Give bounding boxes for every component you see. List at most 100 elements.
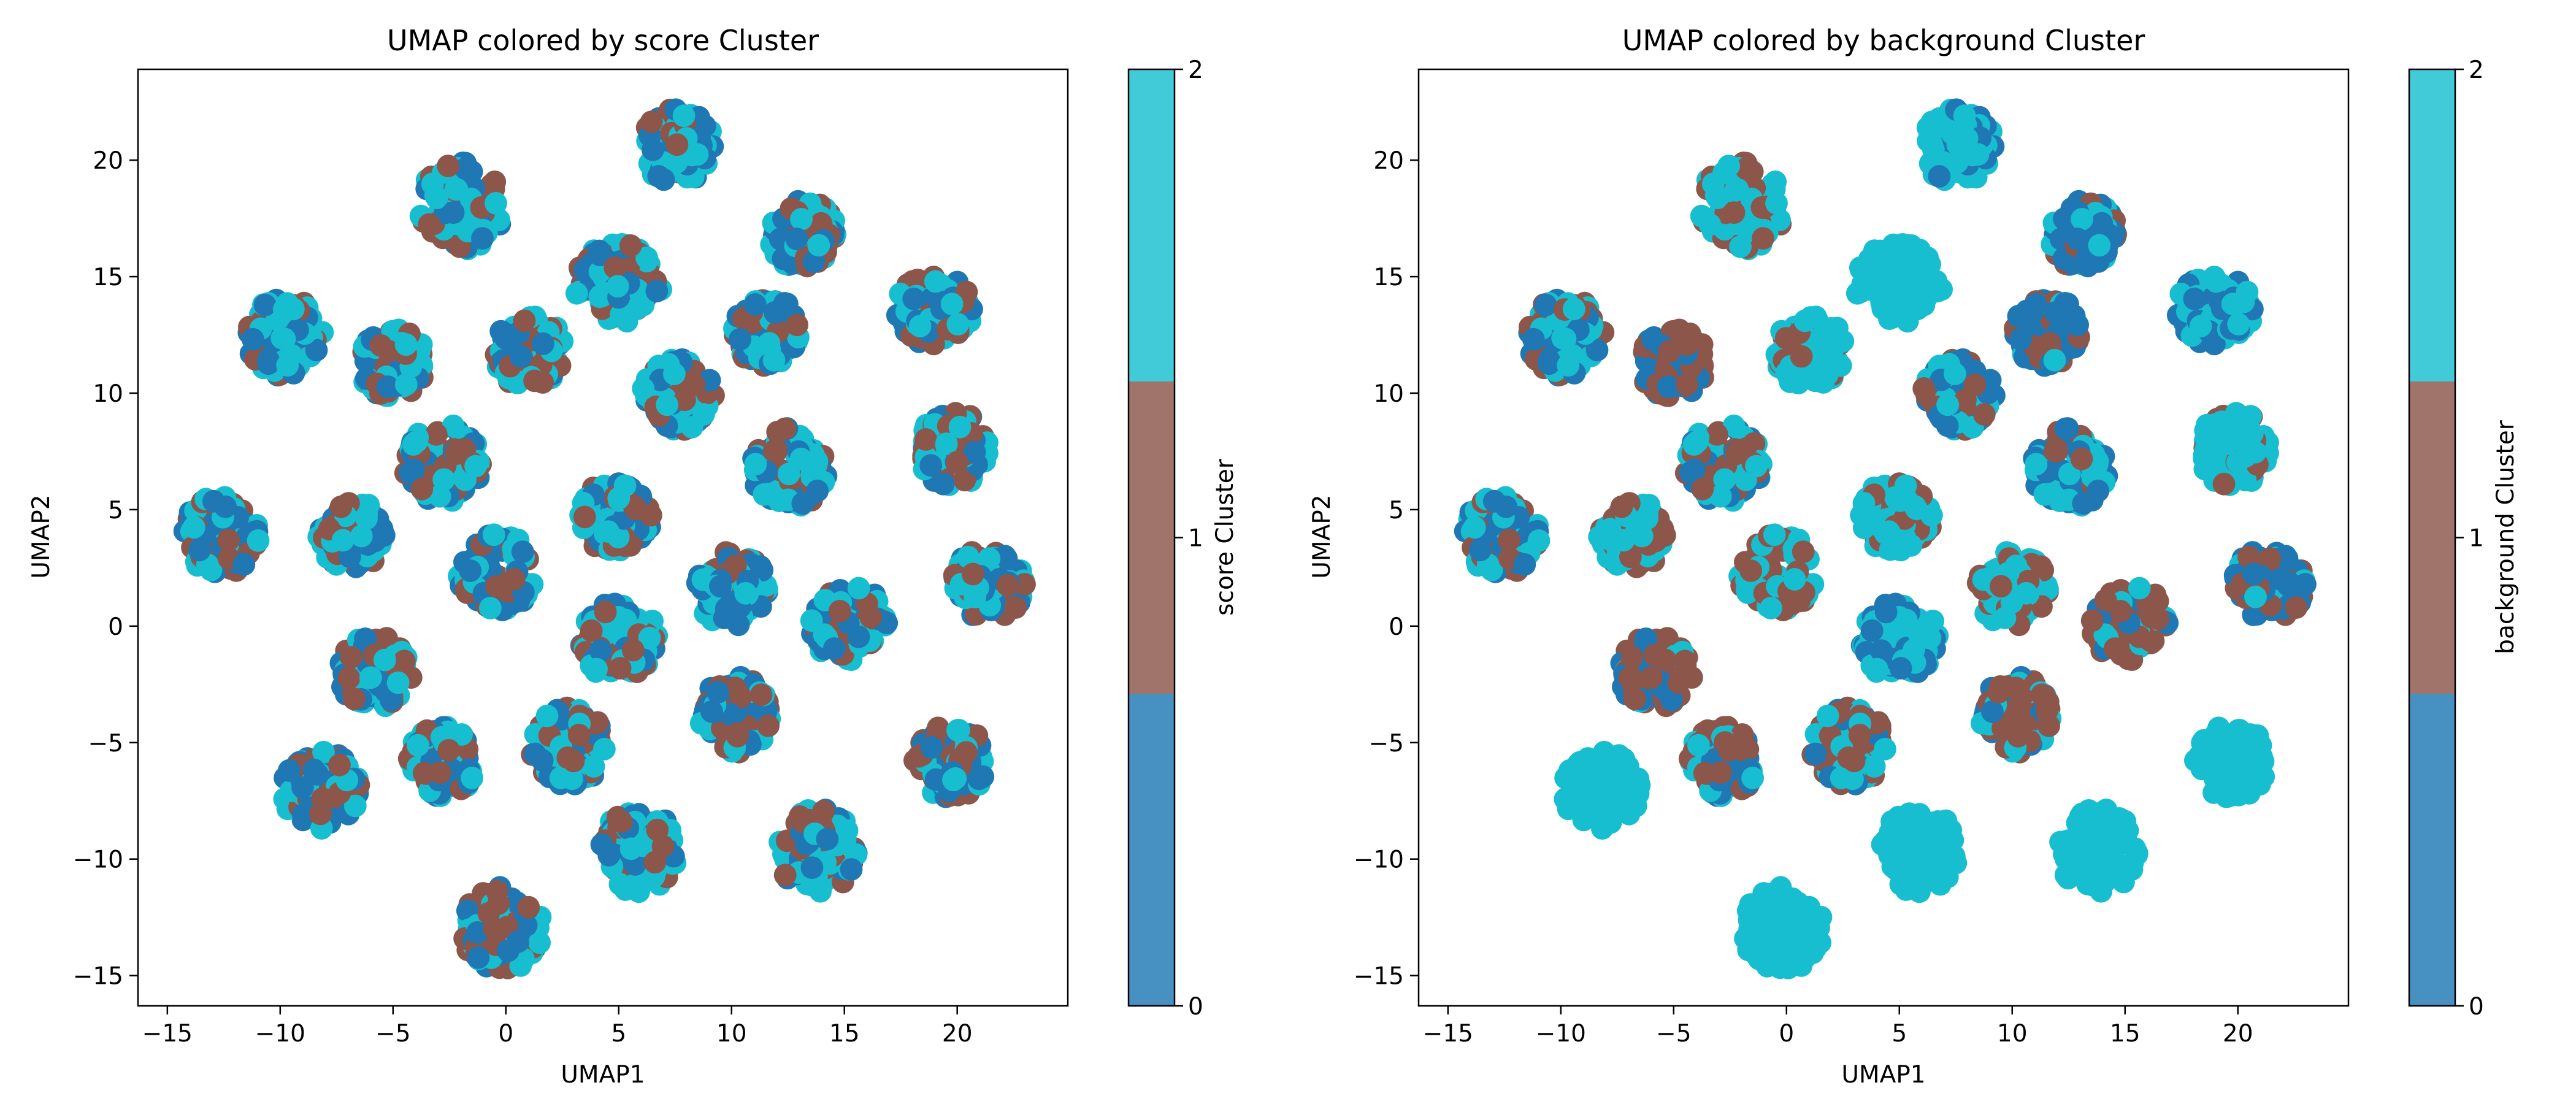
scatter-point <box>610 303 633 326</box>
scatter-point <box>610 810 633 833</box>
scatter-point <box>1654 648 1677 672</box>
scatter-point <box>955 741 978 764</box>
scatter-point <box>1889 657 1912 680</box>
scatter-point <box>442 201 465 224</box>
scatter-point <box>1763 523 1786 546</box>
scatter-point <box>1675 373 1698 396</box>
scatter-point <box>1534 293 1557 316</box>
scatter-point <box>312 740 335 764</box>
scatter-point <box>2024 293 2047 316</box>
x-tick-label: 20 <box>942 1020 973 1048</box>
y-tick-label: −10 <box>73 846 123 874</box>
scatter-point <box>2066 313 2090 337</box>
y-tick-label: −5 <box>88 730 124 757</box>
scatter-point <box>418 213 441 236</box>
scatter-point <box>1618 667 1641 689</box>
scatter-point <box>1867 711 1890 734</box>
scatter-point <box>1527 529 1551 552</box>
scatter-point <box>1667 671 1690 694</box>
scatter-point <box>586 711 609 734</box>
scatter-point <box>1890 303 1914 326</box>
scatter-point <box>729 328 751 351</box>
scatter-point <box>1944 362 1966 385</box>
scatter-point <box>1004 596 1027 619</box>
left-scatter-points <box>173 98 1036 979</box>
scatter-point <box>188 539 211 562</box>
scatter-point <box>621 638 645 662</box>
scatter-point <box>567 724 591 746</box>
scatter-point <box>483 171 507 193</box>
scatter-point <box>1698 213 1722 236</box>
y-tick-label: −15 <box>73 963 123 991</box>
scatter-point <box>791 492 815 515</box>
scatter-point <box>672 104 696 128</box>
scatter-point <box>789 447 813 470</box>
scatter-point <box>2242 562 2265 586</box>
scatter-point <box>509 345 532 368</box>
scatter-point <box>948 415 972 439</box>
y-tick-label: 0 <box>108 613 123 641</box>
scatter-point <box>464 454 487 478</box>
scatter-point <box>582 755 605 778</box>
scatter-point <box>647 165 670 188</box>
scatter-point <box>1717 155 1741 177</box>
scatter-point <box>376 375 399 398</box>
scatter-point <box>1874 600 1898 624</box>
scatter-point <box>2140 606 2163 629</box>
scatter-point <box>663 362 686 385</box>
scatter-point <box>486 880 508 903</box>
scatter-point <box>340 646 362 669</box>
scatter-point <box>1912 377 1936 400</box>
scatter-point <box>1562 297 1585 321</box>
scatter-point <box>1860 619 1884 642</box>
scatter-point <box>1792 540 1815 563</box>
scatter-point <box>1654 524 1676 547</box>
y-tick-label: 15 <box>93 264 123 291</box>
scatter-point <box>822 637 846 660</box>
scatter-point <box>182 516 205 539</box>
scatter-point <box>1842 749 1866 773</box>
scatter-point <box>996 573 1019 597</box>
right-panel: UMAP colored by background Cluster UMAP1… <box>1308 24 2520 1089</box>
scatter-point <box>594 600 617 624</box>
scatter-point <box>1841 767 1864 791</box>
scatter-point <box>1687 734 1710 757</box>
scatter-point <box>773 864 797 887</box>
scatter-point <box>1972 403 1996 426</box>
scatter-point <box>597 843 621 867</box>
scatter-point <box>914 428 937 451</box>
scatter-point <box>953 469 976 492</box>
x-tick-label: 15 <box>829 1020 860 1048</box>
scatter-point <box>479 597 502 619</box>
scatter-point <box>405 431 428 453</box>
scatter-point <box>337 667 361 689</box>
scatter-point <box>2226 451 2249 474</box>
scatter-point <box>2087 480 2110 502</box>
scatter-point <box>1660 688 1683 711</box>
scatter-point <box>232 553 256 576</box>
scatter-point <box>777 462 800 486</box>
scatter-point <box>1953 104 1976 128</box>
scatter-point <box>1760 597 1782 619</box>
scatter-point <box>2058 462 2081 486</box>
scatter-point <box>749 683 773 707</box>
scatter-point <box>1804 369 1827 393</box>
scatter-point <box>450 723 473 746</box>
scatter-point <box>199 559 223 581</box>
scatter-point <box>535 704 559 727</box>
scatter-point <box>2237 545 2260 569</box>
scatter-point <box>1713 468 1736 491</box>
scatter-point <box>1866 657 1888 681</box>
scatter-point <box>589 639 612 662</box>
scatter-point <box>523 742 546 765</box>
scatter-point <box>1877 520 1901 543</box>
scatter-point <box>328 753 351 776</box>
scatter-point <box>1916 246 1939 269</box>
scatter-point <box>638 626 661 650</box>
scatter-point <box>412 762 435 784</box>
scatter-point <box>2007 722 2030 745</box>
scatter-point <box>1675 333 1698 356</box>
scatter-point <box>2037 715 2061 737</box>
scatter-point <box>744 453 767 476</box>
